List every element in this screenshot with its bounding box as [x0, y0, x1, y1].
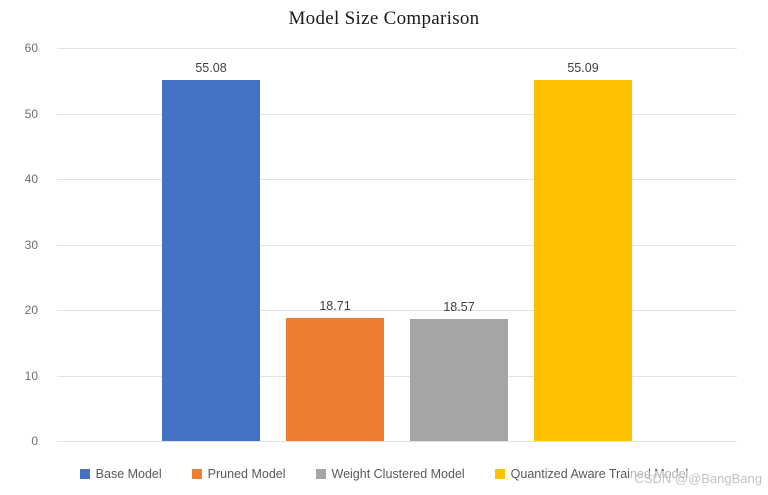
gridline	[57, 310, 737, 311]
legend-label: Quantized Aware Trained Model	[510, 467, 689, 481]
y-axis: 0 10 20 30 40 50 60	[0, 41, 48, 448]
bar-weight-clustered-model	[410, 319, 508, 441]
gridline	[57, 441, 737, 442]
legend-item-base-model: Base Model	[79, 467, 162, 481]
gridline	[57, 375, 737, 377]
bar-pruned-model	[286, 318, 384, 441]
legend: Base Model Pruned Model Weight Clustered M…	[0, 467, 768, 481]
legend-label: Pruned Model	[207, 467, 286, 481]
bar-base-model	[162, 80, 260, 441]
gridline	[57, 48, 737, 49]
legend-item-quantized-aware-trained-model: Quantized Aware Trained Model	[494, 467, 689, 481]
bars-row: 55.08 18.71 18.57 55.09	[57, 48, 737, 441]
legend-label: Base Model	[95, 467, 162, 481]
y-axis-tick-label: 10	[24, 368, 38, 383]
y-axis-tick-label: 0	[31, 434, 38, 448]
y-axis-tick-label: 60	[24, 41, 38, 55]
gridline	[57, 244, 737, 246]
bar-quantized-aware-trained-model	[534, 80, 632, 441]
legend-item-weight-clustered-model: Weight Clustered Model	[315, 467, 465, 481]
legend-color-swatch-icon	[315, 469, 326, 479]
bar-value-label: 18.71	[319, 299, 351, 314]
y-axis-tick-label: 20	[24, 303, 38, 317]
bar-group: 55.08	[162, 61, 260, 441]
legend-item-pruned-model: Pruned Model	[191, 467, 286, 481]
y-axis-tick-label: 30	[24, 237, 38, 252]
y-axis-tick-label: 50	[24, 106, 38, 121]
plot-area: 55.08 18.71 18.57 55.09	[57, 48, 737, 442]
y-axis-tick-label: 40	[24, 172, 38, 186]
bar-group: 18.71	[286, 299, 384, 441]
bar-value-label: 55.09	[567, 61, 599, 76]
gridline	[57, 179, 737, 180]
legend-color-swatch-icon	[79, 469, 90, 479]
legend-color-swatch-icon	[494, 469, 505, 479]
bar-value-label: 55.08	[195, 61, 227, 76]
bar-value-label: 18.57	[443, 300, 475, 315]
chart-title: Model Size Comparison	[288, 8, 480, 29]
legend-color-swatch-icon	[191, 469, 202, 479]
gridline	[57, 113, 737, 115]
legend-label: Weight Clustered Model	[331, 467, 465, 481]
bar-group: 18.57	[410, 300, 508, 441]
bar-group: 55.09	[534, 61, 632, 441]
